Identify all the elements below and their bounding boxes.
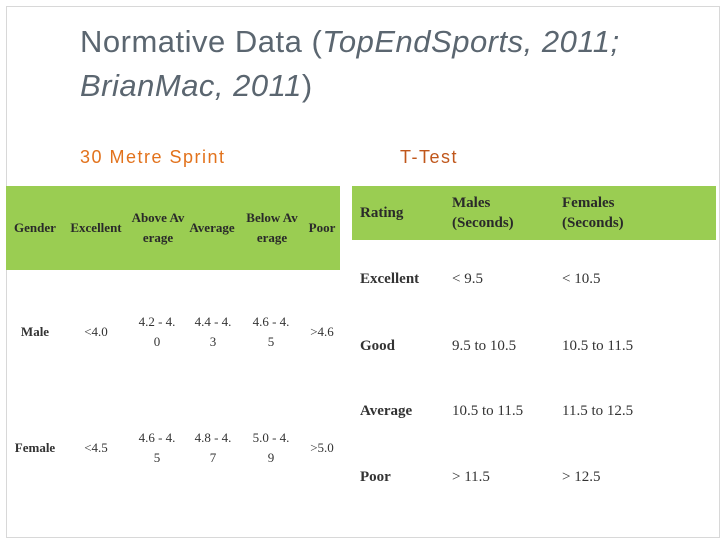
sprint-cell-average: 4.8 - 4.7	[194, 430, 232, 465]
slide-title: Normative Data (TopEndSports, 2011; Bria…	[80, 20, 700, 108]
sprint-header-gender: Gender	[14, 220, 56, 235]
sprint-heading: 30 Metre Sprint	[80, 147, 226, 167]
sprint-cell-poor: >4.6	[310, 324, 334, 339]
sprint-cell-excellent: <4.5	[84, 440, 108, 455]
sprint-cell-below-average: 5.0 - 4.9	[252, 430, 290, 465]
ttest-cell-females: 11.5 to 12.5	[562, 402, 634, 419]
title-source-1: TopEndSports, 2011;	[322, 24, 620, 59]
sprint-cell-poor: >5.0	[310, 440, 334, 455]
ttest-cell-rating: Excellent	[360, 270, 420, 287]
sprint-header-average: Average	[189, 220, 235, 235]
sprint-cell-excellent: <4.0	[84, 324, 108, 339]
ttest-cell-males: 9.5 to 10.5	[452, 337, 517, 354]
ttest-heading: T-Test	[400, 147, 459, 167]
sprint-cell-gender: Male	[20, 324, 50, 339]
ttest-header-females: Females (Seconds)	[562, 195, 624, 231]
sprint-cell-above-average: 4.2 - 4.0	[138, 314, 176, 349]
sprint-cell-gender: Female	[14, 440, 56, 455]
sprint-header-poor: Poor	[308, 220, 336, 235]
ttest-cell-rating: Average	[360, 402, 413, 419]
sprint-cell-average: 4.4 - 4.3	[194, 314, 232, 349]
sprint-table-header: Gender Excellent Above Average Average B…	[6, 186, 340, 270]
ttest-header-rating: Rating	[360, 205, 404, 221]
sprint-header-below-average: Below Average	[246, 210, 298, 245]
ttest-cell-males: < 9.5	[452, 270, 483, 287]
ttest-cell-rating: Good	[360, 337, 396, 354]
ttest-cell-males: 10.5 to 11.5	[452, 402, 524, 419]
ttest-cell-females: < 10.5	[562, 270, 601, 287]
ttest-header-males: Males (Seconds)	[452, 195, 514, 231]
ttest-cell-rating: Poor	[360, 468, 391, 485]
ttest-cell-females: 10.5 to 11.5	[562, 337, 634, 354]
sprint-cell-above-average: 4.6 - 4.5	[138, 430, 176, 465]
title-main: Normative Data (	[80, 24, 323, 59]
ttest-cell-females: > 12.5	[562, 468, 601, 485]
sprint-header-above-average: Above Average	[131, 210, 185, 245]
sprint-header-excellent: Excellent	[70, 220, 122, 235]
ttest-table-header: Rating Males (Seconds) Females (Seconds)	[352, 186, 716, 240]
title-close: )	[301, 68, 313, 103]
ttest-cell-males: > 11.5	[452, 468, 490, 485]
title-source-2: BrianMac, 2011	[80, 68, 302, 103]
sprint-cell-below-average: 4.6 - 4.5	[252, 314, 290, 349]
